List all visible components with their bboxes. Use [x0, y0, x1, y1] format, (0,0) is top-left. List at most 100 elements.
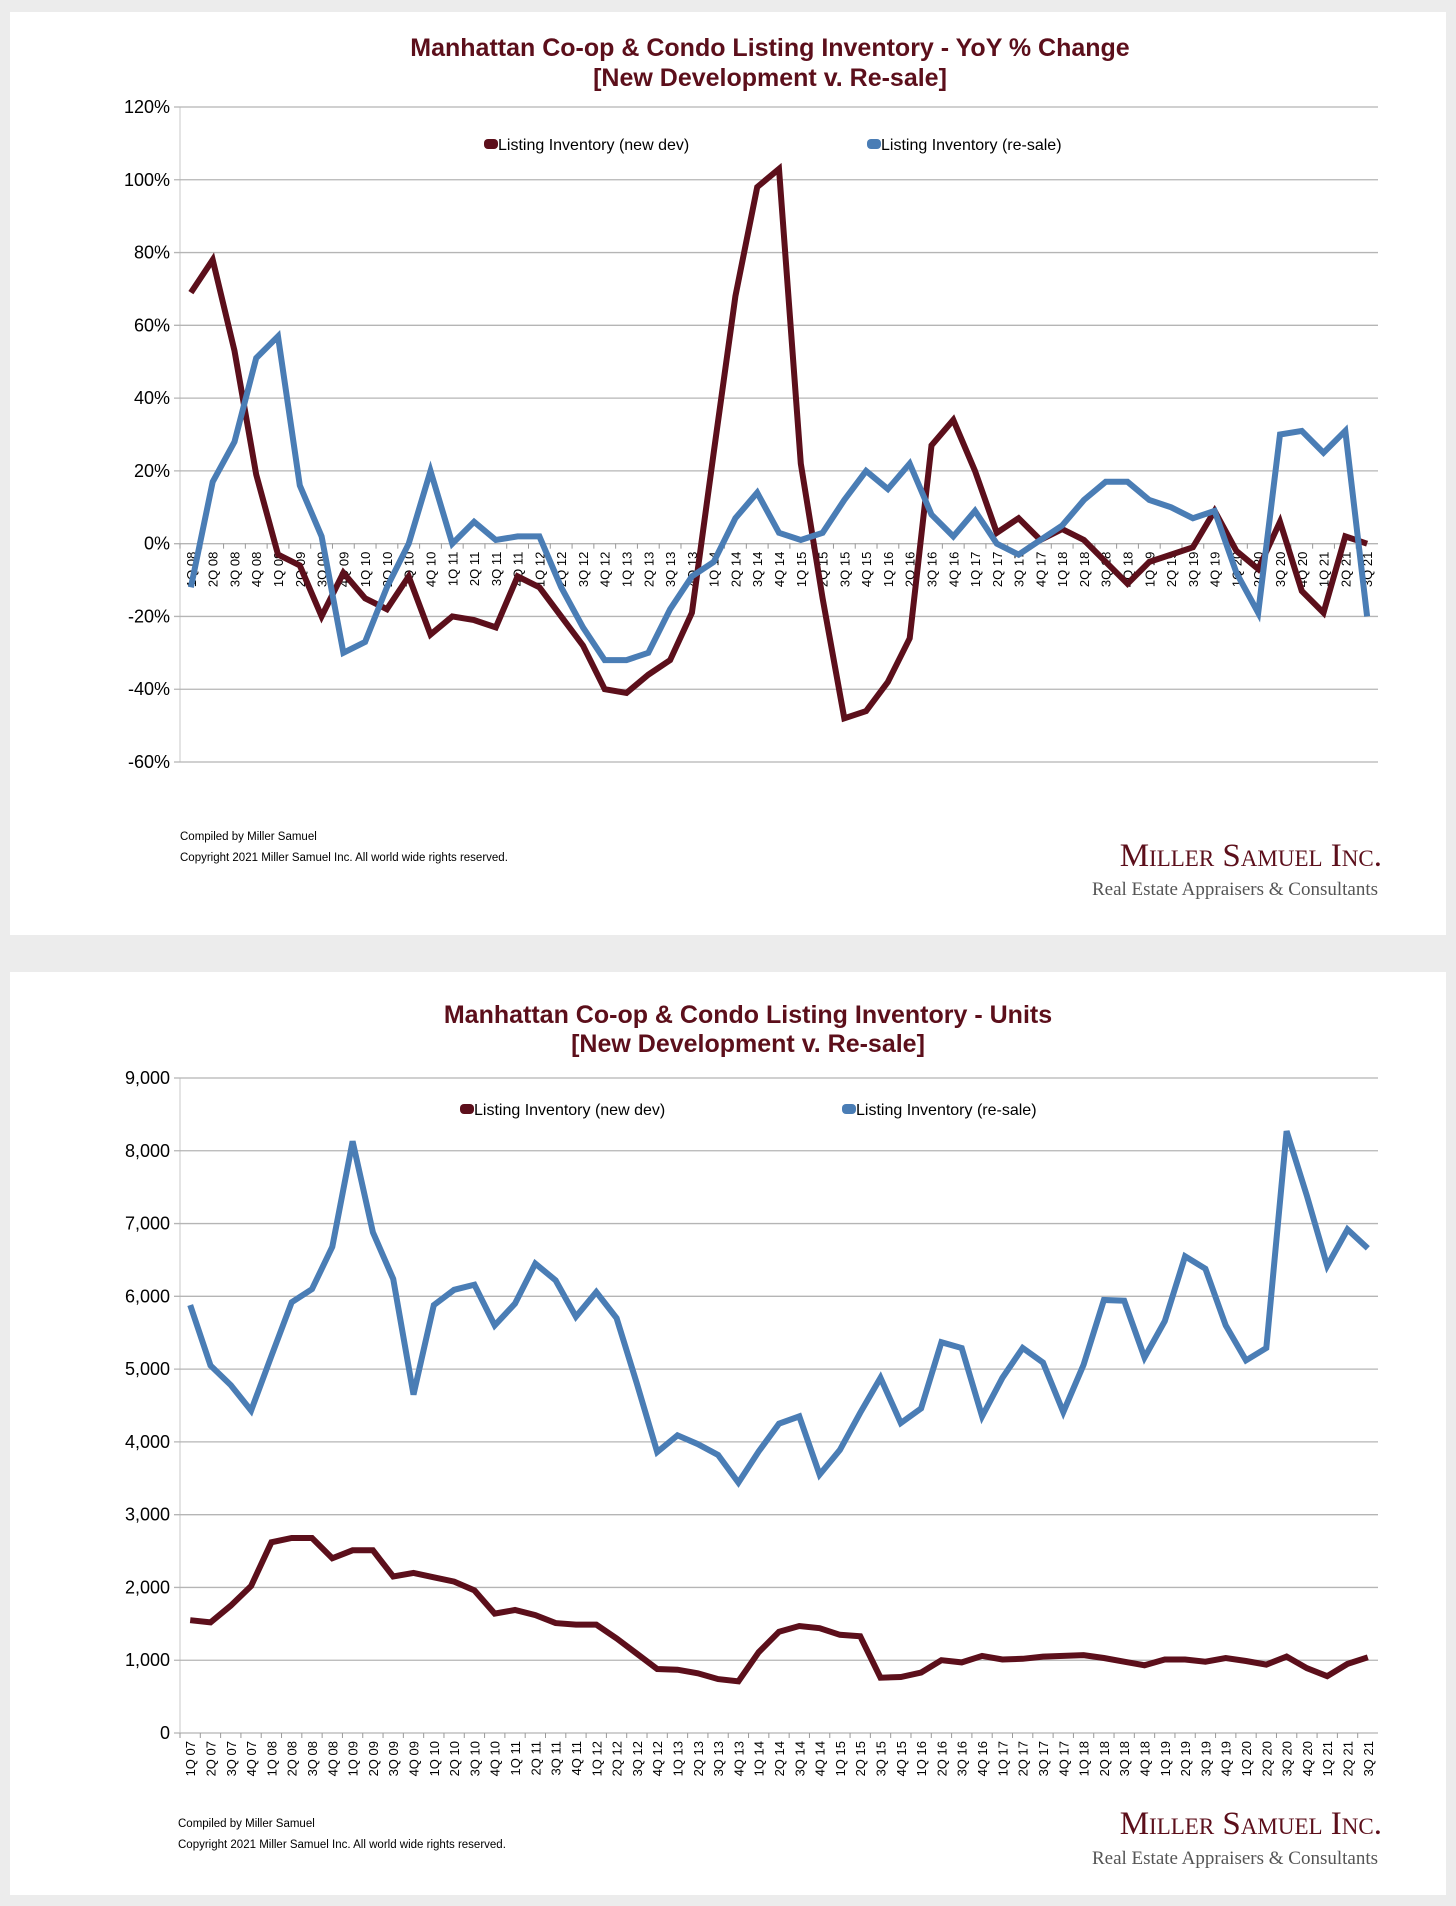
x-tick-label: 1Q 17: [995, 1741, 1010, 1776]
data-point-new-dev: [451, 1579, 457, 1585]
x-tick-label: 1Q 20: [1239, 1741, 1254, 1776]
y-tick-label: 7,000: [125, 1214, 170, 1234]
y-tick-label: 100%: [124, 170, 170, 190]
x-tick-label: 2Q 08: [285, 1741, 300, 1776]
data-point-new-dev: [515, 573, 521, 579]
logo-tagline: Real Estate Appraisers & Consultants: [1092, 1848, 1378, 1869]
data-point-resale: [253, 355, 259, 361]
chart-title: Manhattan Co-op & Condo Listing Inventor…: [444, 1001, 1052, 1029]
data-point-resale: [362, 639, 368, 645]
logo-name: Miller Samuel Inc.: [1120, 1806, 1382, 1842]
data-point-new-dev: [309, 1535, 315, 1541]
data-point-new-dev: [297, 563, 303, 569]
data-point-resale: [1081, 1362, 1087, 1368]
data-point-new-dev: [959, 1659, 965, 1665]
x-tick-label: 4Q 17: [1033, 552, 1048, 587]
data-point-new-dev: [1284, 1654, 1290, 1660]
x-tick-label: 1Q 16: [914, 1741, 929, 1776]
data-point-new-dev: [210, 257, 216, 263]
x-tick-label: 1Q 21: [1317, 552, 1332, 587]
x-tick-label: 4Q 16: [946, 552, 961, 587]
data-point-resale: [907, 461, 913, 467]
data-point-resale: [384, 584, 390, 590]
y-tick-label: -40%: [128, 679, 170, 699]
data-point-resale: [837, 1447, 843, 1453]
data-point-resale: [411, 1392, 417, 1398]
data-point-new-dev: [994, 530, 1000, 536]
x-tick-label: 2Q 19: [1178, 1741, 1193, 1776]
data-point-resale: [645, 650, 651, 656]
data-point-new-dev: [1365, 1654, 1371, 1660]
units-chart: Manhattan Co-op & Condo Listing Inventor…: [125, 1001, 1382, 1869]
x-tick-label: 3Q 21: [1361, 1741, 1376, 1776]
x-tick-label: 4Q 19: [1208, 552, 1223, 587]
x-tick-label: 2Q 17: [1016, 1741, 1031, 1776]
data-point-new-dev: [602, 686, 608, 692]
data-point-new-dev: [732, 293, 738, 299]
data-point-new-dev: [667, 657, 673, 663]
x-tick-label: 3Q 11: [489, 552, 504, 586]
data-point-new-dev: [362, 595, 368, 601]
data-point-resale: [492, 1322, 498, 1328]
data-point-resale: [711, 559, 717, 565]
x-tick-label: 4Q 14: [813, 1741, 828, 1776]
data-point-resale: [1060, 1409, 1066, 1415]
data-point-new-dev: [841, 715, 847, 721]
data-point-resale: [207, 1362, 213, 1368]
data-point-resale: [370, 1229, 376, 1235]
data-point-resale: [1146, 497, 1152, 503]
x-tick-label: 2Q 17: [990, 552, 1005, 587]
data-point-new-dev: [319, 613, 325, 619]
data-point-resale: [689, 573, 695, 579]
data-point-new-dev: [674, 1667, 680, 1673]
data-point-new-dev: [593, 1622, 599, 1628]
logo-name: Miller Samuel Inc.: [1120, 838, 1382, 874]
x-tick-label: 3Q 12: [630, 1741, 645, 1776]
data-point-resale: [1364, 613, 1370, 619]
x-tick-label: 3Q 20: [1273, 552, 1288, 587]
x-tick-label: 1Q 14: [752, 1741, 767, 1776]
data-point-new-dev: [188, 290, 194, 296]
legend-swatch-resale: [842, 1104, 856, 1114]
data-point-resale: [431, 1302, 437, 1308]
data-point-resale: [1016, 552, 1022, 558]
x-tick-label: 1Q 10: [358, 552, 373, 587]
data-point-resale: [654, 1449, 660, 1455]
data-point-new-dev: [573, 1622, 579, 1628]
x-tick-label: 1Q 21: [1320, 1741, 1335, 1776]
data-point-new-dev: [1121, 1659, 1127, 1665]
data-point-new-dev: [1103, 559, 1109, 565]
legend-swatch-new-dev: [484, 139, 498, 149]
data-point-new-dev: [492, 1611, 498, 1617]
data-point-new-dev: [329, 1555, 335, 1561]
x-tick-label: 1Q 10: [427, 1741, 442, 1776]
x-tick-label: 1Q 15: [833, 1741, 848, 1776]
data-point-resale: [1304, 1193, 1310, 1199]
x-tick-label: 2Q 11: [467, 552, 482, 586]
x-tick-label: 2Q 16: [934, 1741, 949, 1776]
data-point-resale: [1141, 1354, 1147, 1360]
data-point-new-dev: [837, 1632, 843, 1638]
data-point-resale: [1040, 1360, 1046, 1366]
chart-subtitle: [New Development v. Re-sale]: [571, 1030, 925, 1058]
x-tick-label: 3Q 19: [1198, 1741, 1213, 1776]
y-tick-label: 120%: [124, 97, 170, 117]
x-tick-label: 1Q 16: [881, 552, 896, 587]
data-point-new-dev: [950, 417, 956, 423]
data-point-resale: [515, 533, 521, 539]
x-tick-label: 2Q 15: [853, 1741, 868, 1776]
x-tick-label: 1Q 19: [1158, 1741, 1173, 1776]
legend-label-resale: Listing Inventory (re-sale): [856, 1102, 1037, 1119]
x-tick-label: 1Q 09: [346, 1741, 361, 1776]
data-point-resale: [898, 1420, 904, 1426]
data-point-new-dev: [776, 166, 782, 172]
x-tick-label: 1Q 11: [445, 552, 460, 586]
series-line-new-dev: [189, 1535, 1369, 1685]
data-point-new-dev: [390, 1574, 396, 1580]
data-point-resale: [289, 1299, 295, 1305]
data-point-resale: [449, 541, 455, 547]
y-tick-label: 2,000: [125, 1577, 170, 1597]
data-point-new-dev: [1060, 1653, 1066, 1659]
x-tick-label: 2Q 07: [203, 1741, 218, 1776]
x-tick-label: 2Q 12: [610, 1741, 625, 1776]
